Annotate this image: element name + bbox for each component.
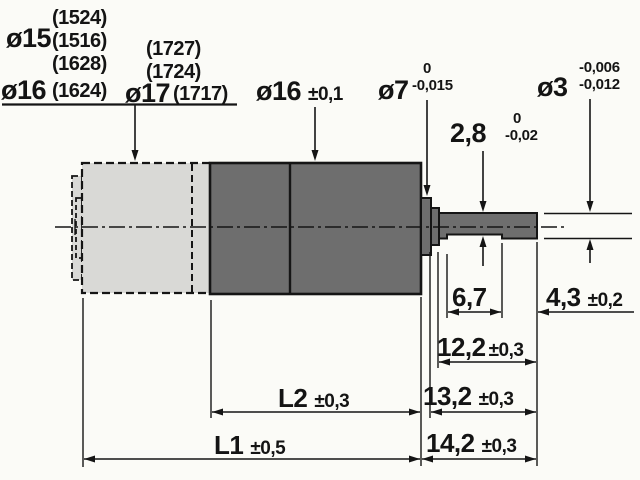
tip-length-value: 4,3 — [546, 282, 581, 312]
leader-lines — [2, 99, 632, 266]
boss-to-tip-value: 13,2 — [423, 381, 472, 411]
shaft-length-tolerance: ±0,3 — [488, 340, 524, 361]
tip-length-label: 4,3 ±0,2 — [546, 284, 623, 310]
total-length-label: L1 ±0,5 — [214, 430, 286, 460]
shaft-length-value: 12,2 — [437, 332, 486, 362]
total-length-tolerance: ±0,5 — [250, 438, 286, 459]
boss-diameter-value: ø7 — [378, 75, 409, 105]
variant-dia-17: ø17 — [125, 78, 171, 108]
flat-tol-lower: -0,02 — [505, 126, 538, 144]
shaft-diameter-tolerance: -0,006 -0,012 — [579, 59, 620, 94]
flat-bottom-arrowhead — [479, 236, 487, 247]
variant-dia-15: ø15 — [6, 23, 52, 53]
variant-ref-1724: (1724) — [146, 61, 201, 83]
motor-group — [208, 161, 538, 296]
motor-length-tolerance: ±0,3 — [314, 391, 350, 412]
shaft-flat-value: 2,8 — [450, 118, 487, 148]
motor-length-label: L2 ±0,3 — [278, 383, 350, 413]
flat-tol-upper: 0 — [513, 110, 522, 127]
arrow-142-right — [525, 455, 536, 463]
shaft-length-label: 12,2 ±0,3 — [437, 332, 524, 362]
shaft — [438, 212, 538, 240]
gearbox-group — [71, 161, 213, 295]
motor-length-value: L2 — [278, 383, 308, 413]
arrow-132-right — [525, 408, 536, 416]
variant-ref-1628: (1628) — [52, 53, 107, 75]
variant-ref-1727: (1727) — [146, 38, 201, 60]
arrow-L1-right — [409, 455, 420, 463]
body-diameter-tolerance: ±0,1 — [308, 84, 343, 105]
total-length-value: L1 — [214, 430, 244, 460]
shaft-tol-lower: -0,012 — [579, 75, 620, 93]
arrow-132-left — [431, 408, 442, 416]
shaft-dia-top-arrowhead — [586, 201, 594, 212]
dimension-lines — [84, 311, 634, 460]
arrow-67-left — [448, 308, 459, 316]
shaft-dia-bottom-arrowhead — [586, 239, 594, 250]
body-dia-arrowhead — [311, 150, 319, 161]
tip-length-tolerance: ±0,2 — [587, 290, 623, 311]
variant-dia-16: ø16 — [1, 75, 47, 105]
boss-to-tip-tolerance: ±0,3 — [478, 389, 514, 410]
arrow-L2-left — [212, 408, 223, 416]
shaft-tol-upper: -0,006 — [579, 59, 620, 76]
arrow-142-left — [422, 455, 433, 463]
arrow-43-left — [538, 308, 549, 316]
boss-dia-arrowhead — [423, 185, 431, 196]
boss-tol-upper: 0 — [423, 60, 432, 77]
extension-lines — [82, 242, 538, 467]
boss-tol-lower: -0,015 — [412, 76, 453, 94]
gearbox-body-dashed — [80, 161, 213, 295]
boss-diameter-tolerance: 0 -0,015 — [412, 60, 453, 95]
arrow-122-right — [525, 358, 536, 366]
face-to-tip-tolerance: ±0,3 — [481, 436, 517, 457]
arrow-67-right — [490, 308, 501, 316]
body-diameter-label: ø16 ±0,1 — [256, 78, 343, 105]
leader-arrowheads — [131, 150, 594, 250]
arrow-122-left — [439, 358, 450, 366]
variant-ref-1516: (1516) — [52, 30, 107, 52]
variant-ref-1524: (1524) — [52, 7, 107, 29]
flat-top-arrowhead — [479, 201, 487, 212]
shaft-flat-tolerance: 0 -0,02 — [505, 110, 538, 145]
boss-to-tip-label: 13,2 ±0,3 — [423, 381, 514, 411]
arrow-L2-right — [409, 408, 420, 416]
motor-body — [208, 161, 423, 296]
flat-length-label: 6,7 — [452, 282, 487, 312]
face-to-tip-value: 14,2 — [426, 428, 475, 458]
arrow-L1-left — [84, 455, 95, 463]
variant-arrowhead — [131, 150, 139, 161]
face-to-tip-label: 14,2 ±0,3 — [426, 428, 517, 458]
shaft-diameter-value: ø3 — [537, 72, 568, 102]
dimension-arrowheads — [84, 308, 549, 463]
body-diameter-value: ø16 — [256, 76, 302, 106]
variant-ref-1717: (1717) — [173, 83, 228, 105]
variant-ref-1624: (1624) — [52, 80, 107, 102]
